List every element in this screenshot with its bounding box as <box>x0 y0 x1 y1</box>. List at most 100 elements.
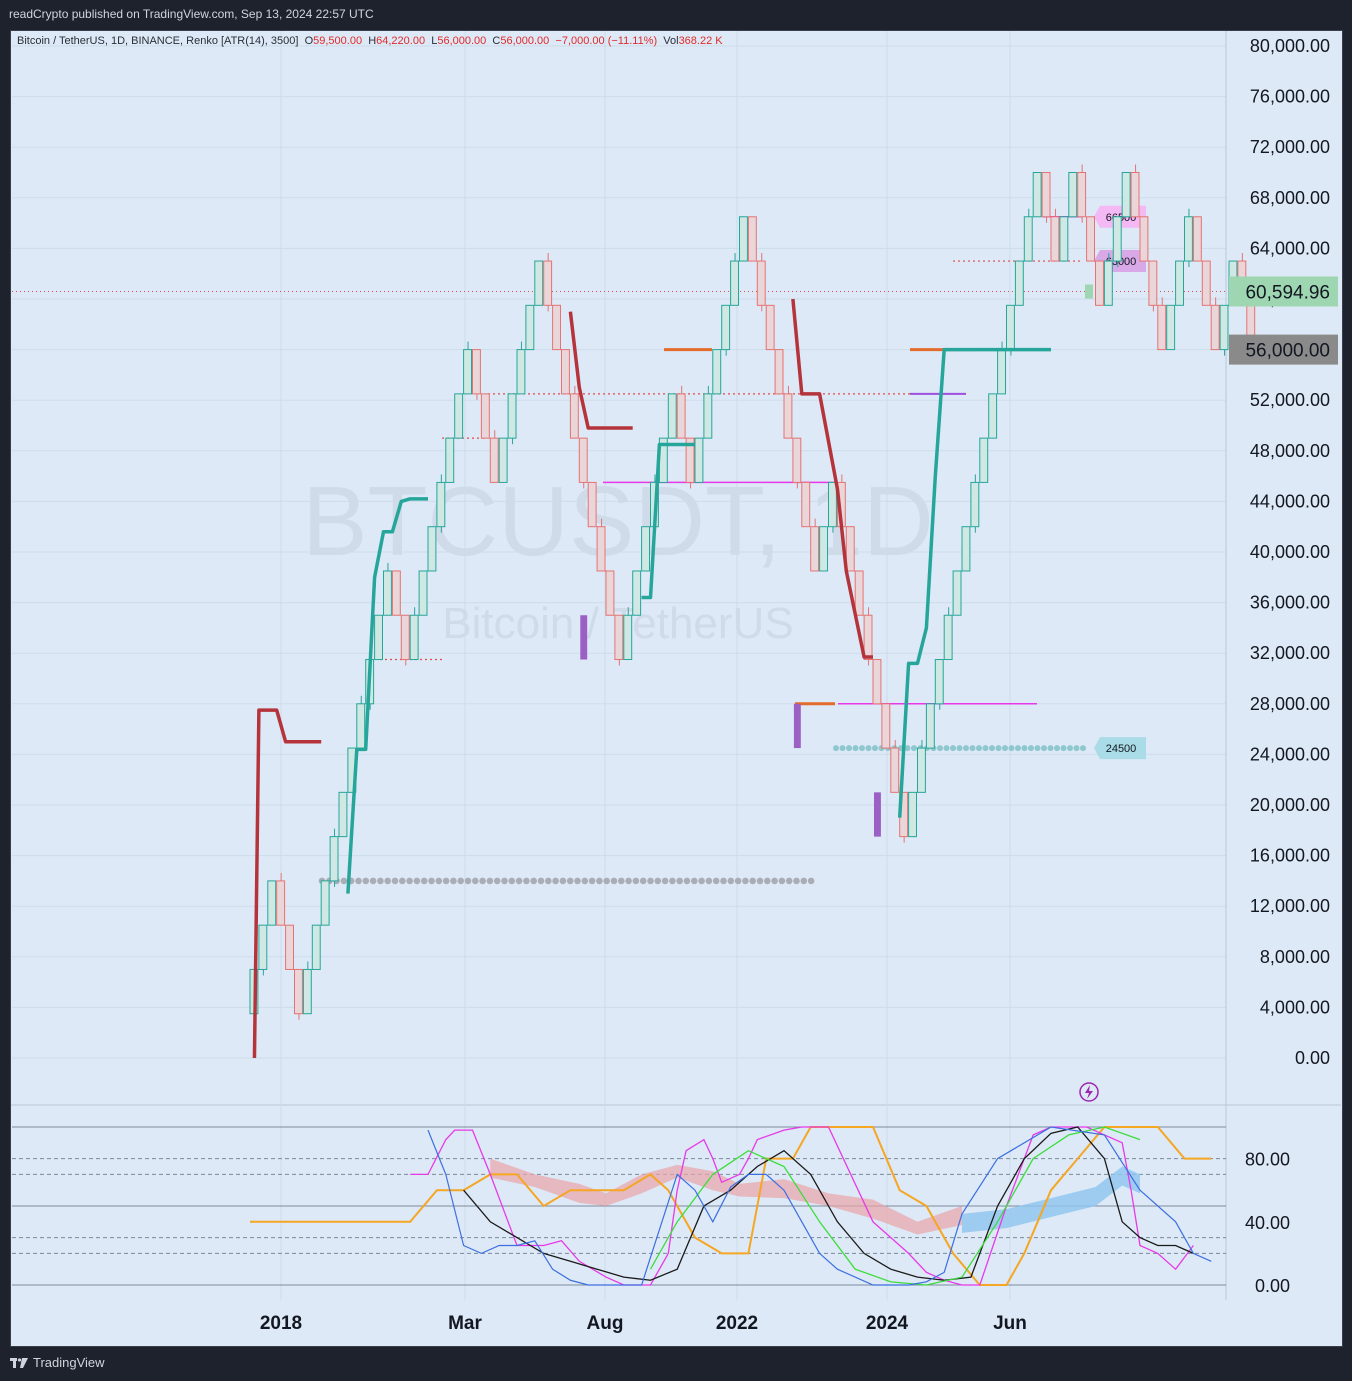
renko-brick-down <box>614 614 624 661</box>
renko-brick-down <box>1192 216 1202 262</box>
renko-brick-up <box>739 216 748 262</box>
level-dot <box>1060 745 1067 752</box>
renko-brick-up <box>427 526 437 572</box>
close-price-label: 56,000.00 <box>1245 341 1330 362</box>
support-dot <box>464 877 472 885</box>
renko-brick-up <box>1023 216 1033 262</box>
level-dot <box>969 745 976 752</box>
lightning-icon[interactable] <box>1079 1082 1099 1102</box>
price-axis[interactable]: 80,000.00 76,000.00 72,000.00 68,000.00 64,0… <box>1085 36 1338 1068</box>
renko-brick-down <box>1148 260 1158 306</box>
level-dot <box>859 745 865 752</box>
support-dot <box>450 877 457 885</box>
support-dot <box>552 877 559 885</box>
support-dot <box>778 877 786 885</box>
renko-brick-highlight <box>580 615 588 660</box>
renko-brick-up <box>1006 304 1015 351</box>
legend-low: 56,000.00 <box>437 35 487 47</box>
support-dot <box>618 877 625 885</box>
time-tick-label: Aug <box>587 1313 624 1334</box>
support-dot <box>596 877 603 885</box>
support-dot <box>800 877 808 885</box>
level-dot <box>865 745 872 752</box>
renko-brick-down <box>1086 216 1095 262</box>
time-axis[interactable]: 2018 Mar Aug 2022 2024 Jun <box>260 1313 1027 1334</box>
renko-brick-down <box>747 216 757 262</box>
price-tick-label: 16,000.00 <box>1250 846 1330 866</box>
support-dot <box>530 877 537 885</box>
renko-brick-down <box>774 349 784 395</box>
support-dot <box>581 877 589 885</box>
support-dot <box>756 877 764 885</box>
renko-brick-up <box>712 349 722 395</box>
legend-low-label: L <box>431 35 438 47</box>
support-dot <box>698 877 705 885</box>
trend-lines <box>252 298 1051 1059</box>
trend-line <box>791 298 873 659</box>
oscillator-axis[interactable]: 80.00 40.00 0.00 <box>1245 1150 1290 1296</box>
price-tick-label: 80,000.00 <box>1250 36 1330 56</box>
time-tick-label: 2024 <box>866 1313 909 1334</box>
renko-brick-up <box>988 393 998 439</box>
legend-high-label: H <box>368 35 377 47</box>
support-dot <box>764 877 771 885</box>
time-tick-label: 2018 <box>260 1313 302 1334</box>
last-bar-marker <box>1085 284 1093 299</box>
support-dot <box>720 877 727 885</box>
renko-brick-up <box>632 570 642 616</box>
price-tick-label: 0.00 <box>1295 1048 1330 1068</box>
osc-blue-line <box>427 1126 1212 1286</box>
level-dot <box>1054 745 1060 752</box>
renko-brick-up <box>934 659 944 705</box>
renko-brick-up <box>952 570 962 616</box>
legend-change: −7,000.00 (−11.11%) <box>555 35 658 47</box>
trend-line <box>897 347 1051 818</box>
support-dot <box>479 877 486 885</box>
renko-brick-down <box>1201 260 1211 306</box>
trend-line <box>568 311 633 430</box>
last-price-label: 60,594.96 <box>1245 282 1330 303</box>
support-dot <box>639 877 647 885</box>
renko-brick-up <box>374 614 384 661</box>
level-dot <box>982 745 989 752</box>
renko-brick-down <box>543 260 553 306</box>
price-tick-label: 28,000.00 <box>1250 694 1330 714</box>
time-tick-label: 2022 <box>716 1313 758 1334</box>
legend-close: 56,000.00 <box>500 35 550 47</box>
renko-brick-down <box>685 437 695 483</box>
renko-brick-up <box>917 747 926 793</box>
renko-brick-up <box>525 304 535 351</box>
level-dot <box>1008 745 1015 752</box>
level-dot <box>1028 745 1034 752</box>
renko-brick-up <box>498 437 508 483</box>
support-dot <box>362 877 370 885</box>
legend-volume: 368.22 K <box>678 35 723 47</box>
renko-brick-up <box>463 349 473 395</box>
level-dot <box>963 745 969 752</box>
renko-brick-up <box>623 614 633 661</box>
renko-brick-down <box>489 437 499 483</box>
support-dot <box>654 877 662 885</box>
renko-brick-down <box>765 304 775 351</box>
support-dot <box>369 877 377 885</box>
renko-brick-down <box>605 570 615 616</box>
renko-brick-up <box>1068 172 1078 218</box>
level-dot <box>995 745 1002 752</box>
support-dot <box>705 877 713 885</box>
renko-brick-down <box>845 526 855 572</box>
trend-line <box>252 708 322 1059</box>
renko-brick-up <box>721 304 731 351</box>
renko-brick-down <box>587 481 597 528</box>
level-label-box <box>1094 737 1146 760</box>
renko-brick-up <box>1059 216 1069 262</box>
osc-band-red <box>490 1158 962 1235</box>
oscillator-panel <box>12 1126 1226 1286</box>
price-tick-label: 36,000.00 <box>1250 593 1330 613</box>
renko-brick-up <box>979 437 989 483</box>
level-dot <box>1067 745 1073 752</box>
renko-brick-down <box>472 349 481 395</box>
renko-brick-up <box>667 393 677 439</box>
time-tick-label: Mar <box>448 1313 482 1334</box>
renko-brick-up <box>302 968 312 1015</box>
